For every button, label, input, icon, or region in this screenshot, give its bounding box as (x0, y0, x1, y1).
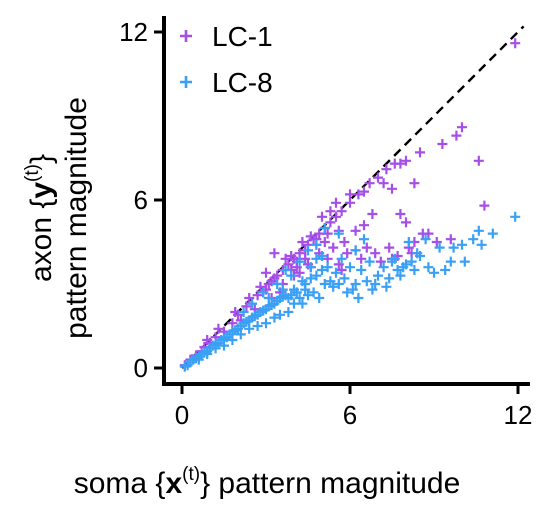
data-point (460, 257, 470, 267)
data-point (370, 248, 380, 258)
data-point (387, 184, 397, 194)
data-point (510, 212, 520, 222)
data-point (317, 212, 327, 222)
data-point (429, 268, 439, 278)
legend-label: LC-1 (212, 21, 273, 52)
data-point (359, 220, 369, 230)
data-point (384, 243, 394, 253)
y-axis-label-symbol: y (25, 182, 58, 199)
y-axis-label-prefix: axon { (25, 199, 58, 282)
data-point (356, 265, 366, 275)
data-point (353, 293, 363, 303)
y-axis-label-line2: pattern magnitude (60, 97, 93, 339)
data-point (437, 139, 447, 149)
x-axis-label-superscript: (t) (182, 464, 200, 485)
legend-marker (180, 30, 192, 42)
data-point (365, 178, 375, 188)
y-axis-label-line1: axon {y(t)} (22, 154, 58, 282)
data-point (339, 237, 349, 247)
data-point (474, 156, 484, 166)
legend-marker (180, 76, 192, 88)
x-axis-label-prefix: soma { (74, 467, 166, 500)
y-tick-label: 12 (119, 17, 148, 47)
x-tick-label: 0 (175, 400, 189, 430)
data-point (440, 265, 450, 275)
data-point (328, 243, 338, 253)
data-point (337, 206, 347, 216)
data-point (488, 229, 498, 239)
data-point (479, 201, 489, 211)
data-point (457, 122, 467, 132)
data-point (314, 293, 324, 303)
data-point (468, 234, 478, 244)
legend: LC-1 LC-8 (180, 21, 273, 98)
x-tick-label: 12 (504, 400, 533, 430)
data-point (404, 237, 414, 247)
x-axis-label-symbol: x (165, 467, 182, 500)
data-point (351, 226, 361, 236)
data-point (395, 209, 405, 219)
data-point (474, 226, 484, 236)
data-point (379, 178, 389, 188)
y-axis-label-superscript: (t) (22, 164, 43, 182)
data-point (446, 257, 456, 267)
series-lc-8 (180, 212, 520, 372)
data-point (401, 217, 411, 227)
data-point (477, 240, 487, 250)
x-tick-label: 6 (343, 400, 357, 430)
data-point (451, 131, 461, 141)
x-axis-label-suffix: } pattern magnitude (200, 467, 460, 500)
y-tick-label: 0 (134, 353, 148, 383)
data-point (331, 212, 341, 222)
x-axis-label: soma {x(t)} pattern magnitude (74, 464, 461, 500)
data-point (261, 268, 271, 278)
y-axis-label-suffix: } (25, 154, 58, 164)
legend-label: LC-8 (212, 67, 273, 98)
data-point (325, 217, 335, 227)
y-tick-label: 6 (134, 185, 148, 215)
data-point (367, 209, 377, 219)
data-point (409, 178, 419, 188)
data-point (423, 262, 433, 272)
data-point (331, 198, 341, 208)
data-point (269, 248, 279, 258)
data-point (415, 147, 425, 157)
